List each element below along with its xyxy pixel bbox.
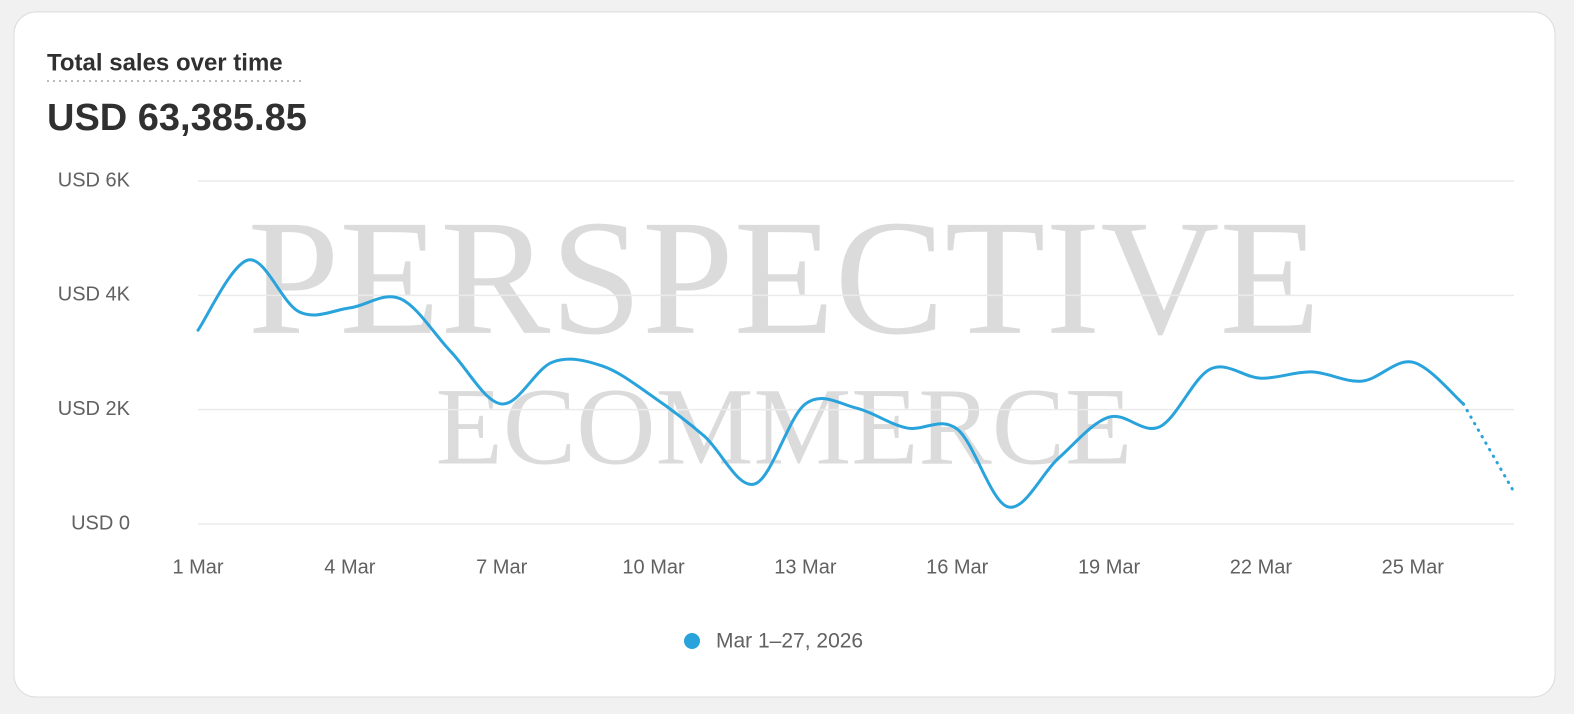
line-series (196, 258, 1465, 509)
y-tick-label: USD 6K (58, 169, 131, 191)
watermark: PERSPECTIVE (248, 186, 1321, 369)
chart-title: Total sales over time (47, 49, 283, 76)
y-tick-label: USD 0 (71, 512, 130, 534)
x-tick-label: 22 Mar (1230, 556, 1293, 578)
x-tick-label: 25 Mar (1382, 556, 1445, 578)
x-tick-label: 7 Mar (476, 556, 527, 578)
legend-marker (684, 633, 700, 649)
x-tick-label: 13 Mar (774, 556, 837, 578)
y-tick-label: USD 2K (58, 398, 131, 420)
legend-label: Mar 1–27, 2026 (716, 630, 863, 653)
total-value: USD 63,385.85 (47, 97, 307, 139)
x-tick-label: 1 Mar (172, 556, 223, 578)
card (13, 11, 1556, 698)
x-tick-label: 19 Mar (1078, 556, 1141, 578)
x-tick-label: 16 Mar (926, 556, 989, 578)
x-tick-label: 10 Mar (622, 556, 685, 578)
watermark: ECOMMERCE (436, 365, 1133, 487)
x-tick-label: 4 Mar (324, 556, 375, 578)
line-projection (1461, 402, 1516, 494)
y-tick-label: USD 4K (58, 284, 131, 306)
